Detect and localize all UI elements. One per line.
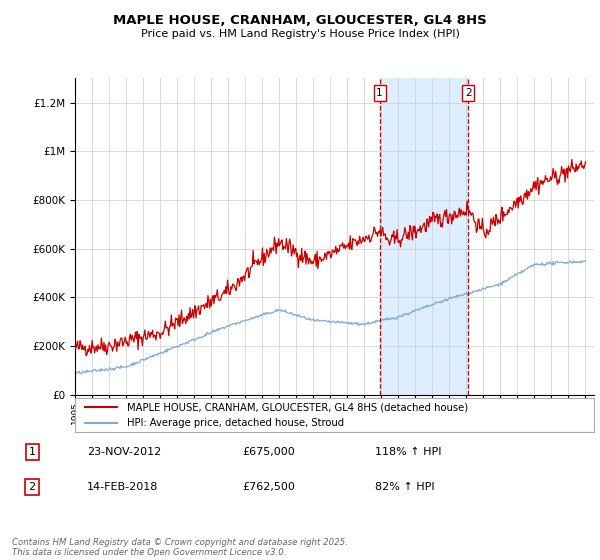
Text: MAPLE HOUSE, CRANHAM, GLOUCESTER, GL4 8HS (detached house): MAPLE HOUSE, CRANHAM, GLOUCESTER, GL4 8H… (127, 402, 468, 412)
Text: 118% ↑ HPI: 118% ↑ HPI (375, 447, 442, 457)
Text: 2: 2 (29, 482, 36, 492)
Bar (380, 78, 468, 395)
Text: £675,000: £675,000 (242, 447, 295, 457)
Text: HPI: Average price, detached house, Stroud: HPI: Average price, detached house, Stro… (127, 418, 344, 428)
Text: 1: 1 (376, 88, 383, 98)
Text: 1: 1 (29, 447, 35, 457)
Text: 2: 2 (465, 88, 472, 98)
Text: Price paid vs. HM Land Registry's House Price Index (HPI): Price paid vs. HM Land Registry's House … (140, 29, 460, 39)
Text: MAPLE HOUSE, CRANHAM, GLOUCESTER, GL4 8HS: MAPLE HOUSE, CRANHAM, GLOUCESTER, GL4 8H… (113, 14, 487, 27)
Text: Contains HM Land Registry data © Crown copyright and database right 2025.
This d: Contains HM Land Registry data © Crown c… (12, 538, 348, 557)
Text: £762,500: £762,500 (242, 482, 295, 492)
Text: 14-FEB-2018: 14-FEB-2018 (87, 482, 158, 492)
Text: 23-NOV-2012: 23-NOV-2012 (87, 447, 161, 457)
FancyBboxPatch shape (75, 398, 594, 432)
Text: 82% ↑ HPI: 82% ↑ HPI (375, 482, 434, 492)
